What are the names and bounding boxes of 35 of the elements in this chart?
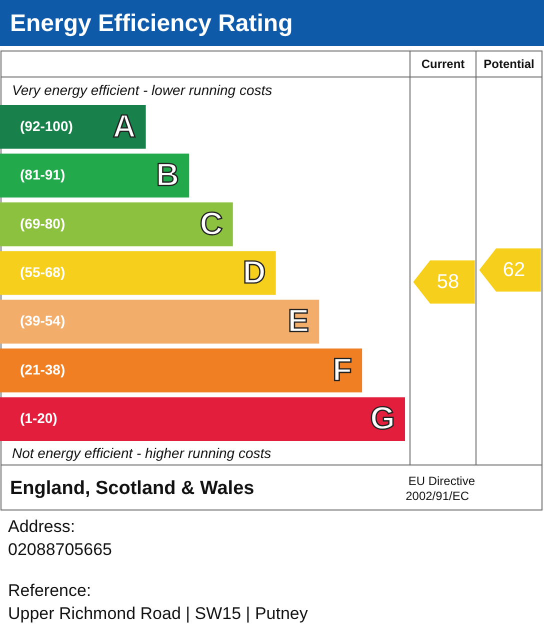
- bar: [0, 348, 362, 392]
- annotation: Not energy efficient - higher running costs: [12, 445, 272, 461]
- y-tick-label: (55-68): [20, 264, 66, 280]
- y-tick-label: (1-20): [20, 410, 58, 426]
- text: Address:: [8, 517, 76, 536]
- text: 62: [502, 259, 526, 281]
- bar: [0, 104, 146, 149]
- y-tick-label: (21-38): [20, 361, 66, 378]
- text: Reference:: [8, 581, 92, 600]
- annotation: B: [156, 156, 180, 193]
- y-tick-label: (92-100): [20, 118, 73, 134]
- text: 2002/91/EC: [406, 489, 470, 503]
- y-tick-label: (69-80): [20, 215, 66, 232]
- text: England, Scotland & Wales: [10, 478, 254, 499]
- bar: [0, 154, 190, 198]
- bar: [0, 300, 320, 344]
- text: EU Directive: [408, 474, 476, 488]
- bar: [0, 251, 276, 295]
- text: Upper Richmond Road | SW15 | Putney: [8, 604, 308, 623]
- text: 58: [436, 271, 460, 293]
- y-tick-label: (39-54): [20, 312, 66, 329]
- bar: [0, 397, 405, 442]
- annotation: F: [332, 351, 352, 388]
- annotation: G: [370, 400, 395, 436]
- annotation: A: [112, 108, 136, 144]
- bar: [0, 202, 233, 246]
- annotation: D: [242, 254, 266, 290]
- text: Current: [421, 57, 465, 71]
- text: Very energy efficient - lower running costs: [12, 82, 272, 98]
- annotation: C: [200, 205, 223, 242]
- chart-title: Energy Efficiency Rating: [10, 10, 293, 37]
- annotation: E: [288, 302, 310, 339]
- text: Potential: [484, 57, 534, 71]
- text: 02088705665: [8, 540, 112, 559]
- y-tick-label: (81-91): [20, 166, 66, 183]
